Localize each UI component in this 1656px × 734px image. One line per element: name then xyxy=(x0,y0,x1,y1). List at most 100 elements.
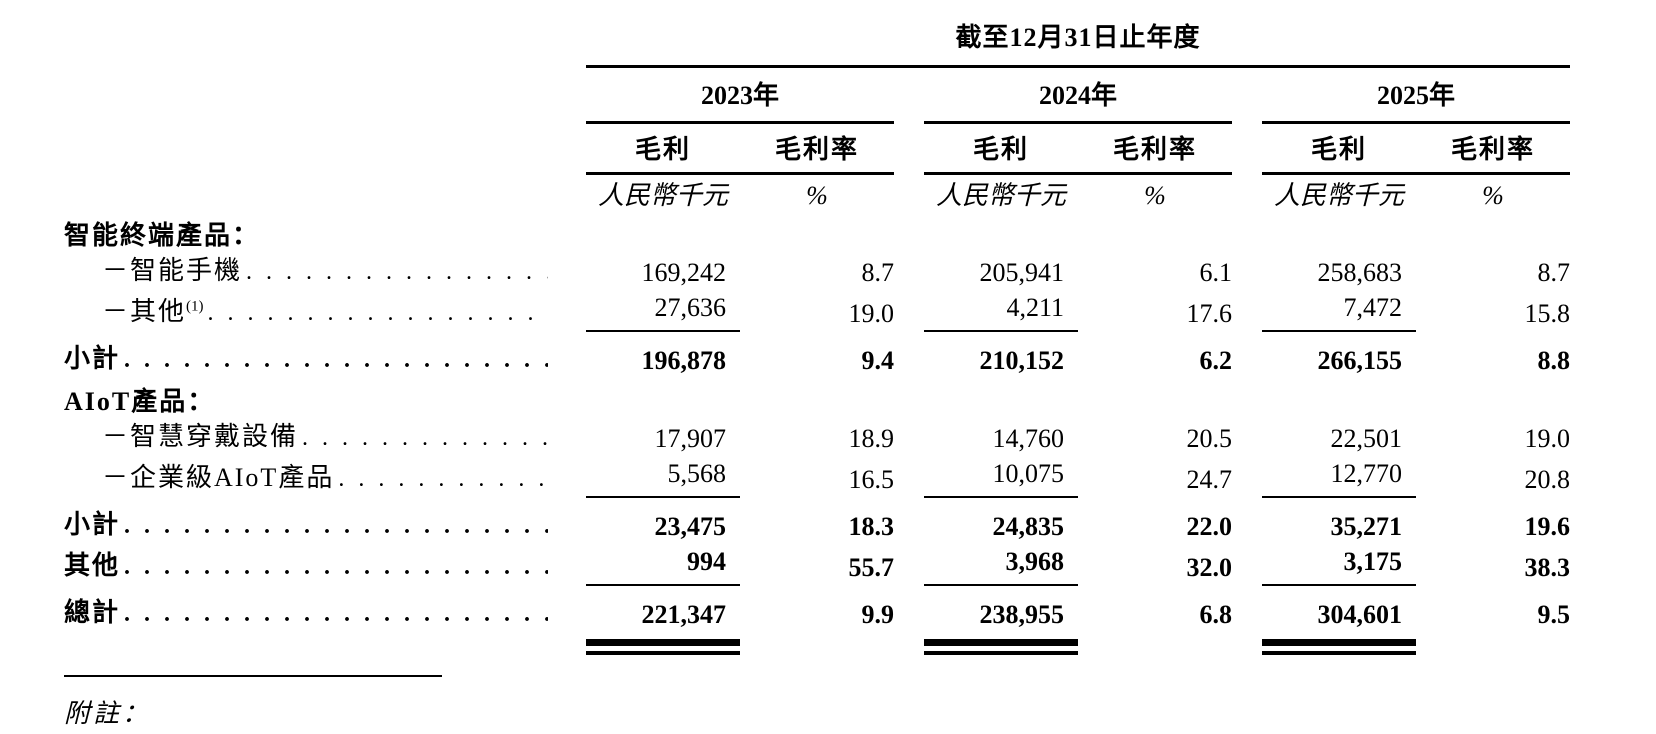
table-row: －智能手機 169,242 8.7 205,941 6.1 258,683 8.… xyxy=(64,253,1570,290)
col-header-gross-profit: 毛利 xyxy=(924,122,1078,175)
cell-value: 221,347 xyxy=(641,600,727,629)
row-label: 小計 xyxy=(64,344,121,373)
cell-value: 6.8 xyxy=(1199,600,1233,629)
footnote-ref: (1) xyxy=(186,298,204,315)
cell-value: 55.7 xyxy=(848,553,895,582)
cell-value: 20.8 xyxy=(1524,465,1571,494)
dot-leader xyxy=(120,507,548,544)
cell-value: 8.7 xyxy=(861,258,895,287)
cell-value: 18.3 xyxy=(848,512,895,541)
section-row: 智能終端產品： xyxy=(64,212,1570,253)
unit-label: % xyxy=(1482,181,1504,210)
cell-value: 24.7 xyxy=(1186,465,1233,494)
cell-value: 304,601 xyxy=(1317,600,1403,629)
dot-leader xyxy=(298,419,548,456)
table-row: －智慧穿戴設備 17,907 18.9 14,760 20.5 22,501 1… xyxy=(64,419,1570,456)
cell-value: 19.0 xyxy=(1524,424,1571,453)
column-header-row: 毛利 毛利率 毛利 毛利率 毛利 毛利率 xyxy=(64,122,1571,175)
cell-value: 38.3 xyxy=(1524,553,1571,582)
row-label: 其他 xyxy=(64,551,121,580)
cell-value: 35,271 xyxy=(1330,512,1403,541)
cell-value: 258,683 xyxy=(1317,258,1403,287)
dot-leader xyxy=(334,460,548,497)
cell-value: 9.4 xyxy=(861,346,895,375)
col-header-margin: 毛利率 xyxy=(740,122,894,175)
col-header-margin: 毛利率 xyxy=(1078,122,1232,175)
cell-value: 18.9 xyxy=(848,424,895,453)
cell-value: 27,636 xyxy=(586,290,740,332)
total-double-rule xyxy=(924,639,1078,655)
cell-value: 6.2 xyxy=(1199,346,1233,375)
cell-value: 6.1 xyxy=(1199,258,1233,287)
cell-value: 16.5 xyxy=(848,465,895,494)
subtotal-row: 小計 23,475 18.3 24,835 22.0 35,271 19.6 xyxy=(64,497,1570,544)
footnote-separator xyxy=(64,675,442,677)
table-row: 其他 994 55.7 3,968 32.0 3,175 38.3 xyxy=(64,544,1571,586)
unit-label: 人民幣千元 xyxy=(597,181,728,210)
period-header-row: 截至12月31日止年度 xyxy=(64,20,1571,68)
cell-value: 22.0 xyxy=(1186,512,1233,541)
year-header-row: 2023年 2024年 2025年 xyxy=(64,66,1571,124)
section-label: 智能終端產品： xyxy=(64,221,261,250)
cell-value: 196,878 xyxy=(641,346,727,375)
cell-value: 19.6 xyxy=(1524,512,1571,541)
total-row: 總計 221,347 9.9 238,955 6.8 304,601 9.5 xyxy=(64,585,1570,632)
row-label: －其他(1) xyxy=(102,297,204,326)
cell-value: 238,955 xyxy=(979,600,1065,629)
cell-value: 3,968 xyxy=(924,544,1078,586)
cell-value: 7,472 xyxy=(1262,290,1416,332)
unit-label: 人民幣千元 xyxy=(935,181,1066,210)
unit-label: % xyxy=(806,181,828,210)
dot-leader xyxy=(204,294,548,331)
cell-value: 17,907 xyxy=(654,424,727,453)
dot-leader xyxy=(242,253,548,290)
cell-value: 23,475 xyxy=(654,512,727,541)
cell-value: 3,175 xyxy=(1262,544,1416,586)
gross-profit-table: 截至12月31日止年度 2023年 2024年 2025年 毛利 毛利率 毛利 … xyxy=(64,20,1571,655)
cell-value: 205,941 xyxy=(979,258,1065,287)
cell-value: 4,211 xyxy=(924,290,1078,332)
cell-value: 12,770 xyxy=(1262,456,1416,498)
year-label-2023: 2023年 xyxy=(586,66,894,124)
cell-value: 9.9 xyxy=(861,600,895,629)
col-header-gross-profit: 毛利 xyxy=(586,122,740,175)
cell-value: 19.0 xyxy=(848,299,895,328)
cell-value: 210,152 xyxy=(979,346,1065,375)
row-label: －智能手機 xyxy=(102,256,243,285)
row-label: 總計 xyxy=(64,598,121,627)
cell-value: 8.8 xyxy=(1537,346,1571,375)
cell-value: 169,242 xyxy=(641,258,727,287)
cell-value: 5,568 xyxy=(586,456,740,498)
cell-value: 14,760 xyxy=(992,424,1065,453)
table-row: －其他(1) 27,636 19.0 4,211 17.6 7,472 15.8 xyxy=(64,290,1571,332)
period-header: 截至12月31日止年度 xyxy=(586,20,1571,68)
row-label: 小計 xyxy=(64,510,121,539)
unit-row: 人民幣千元 % 人民幣千元 % 人民幣千元 % xyxy=(64,174,1570,213)
cell-value: 20.5 xyxy=(1186,424,1233,453)
year-label-2024: 2024年 xyxy=(924,66,1232,124)
cell-value: 22,501 xyxy=(1330,424,1403,453)
cell-value: 10,075 xyxy=(924,456,1078,498)
subtotal-row: 小計 196,878 9.4 210,152 6.2 266,155 8.8 xyxy=(64,331,1570,378)
total-double-rule xyxy=(586,639,740,655)
row-label: －智慧穿戴設備 xyxy=(102,422,299,451)
cell-value: 994 xyxy=(586,544,740,586)
cell-value: 266,155 xyxy=(1317,346,1403,375)
unit-label: % xyxy=(1144,181,1166,210)
section-row: AIoT產品： xyxy=(64,378,1570,419)
cell-value: 9.5 xyxy=(1537,600,1571,629)
cell-value: 17.6 xyxy=(1186,299,1233,328)
notes-label: 附註： xyxy=(64,699,152,728)
table-row: －企業級AIoT產品 5,568 16.5 10,075 24.7 12,770… xyxy=(64,456,1571,498)
dot-leader xyxy=(120,341,548,378)
total-double-rule xyxy=(1262,639,1416,655)
cell-value: 24,835 xyxy=(992,512,1065,541)
dot-leader xyxy=(120,548,548,585)
cell-value: 32.0 xyxy=(1186,553,1233,582)
col-header-gross-profit: 毛利 xyxy=(1262,122,1416,175)
total-rule-row xyxy=(64,632,1570,655)
section-label: AIoT產品： xyxy=(64,387,216,416)
col-header-margin: 毛利率 xyxy=(1416,122,1571,175)
cell-value: 15.8 xyxy=(1524,299,1571,328)
